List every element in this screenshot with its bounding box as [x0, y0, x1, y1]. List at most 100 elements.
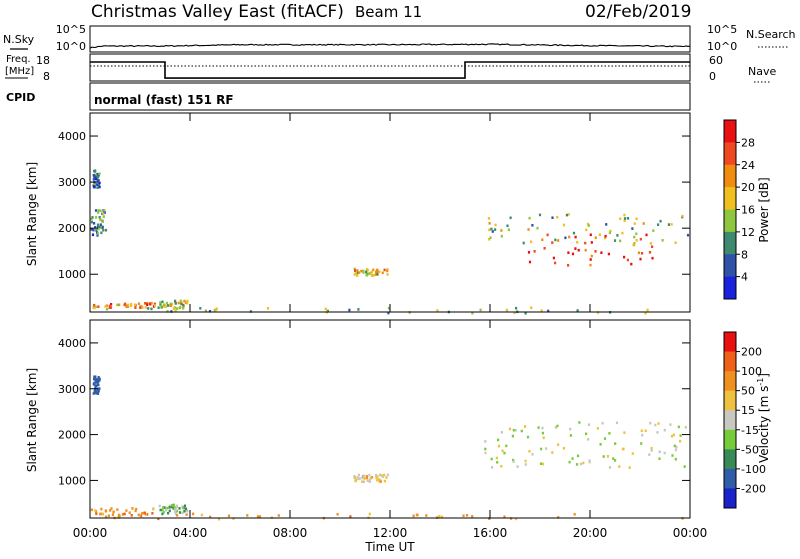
velocity-cell — [135, 507, 138, 511]
velocity-cell — [95, 378, 98, 381]
velocity-cell — [376, 478, 379, 482]
power-cell — [368, 272, 371, 275]
velocity-colorbar-tick: 50 — [741, 385, 755, 398]
power-cell — [324, 307, 327, 311]
power-cell — [487, 217, 490, 220]
velocity-cell — [496, 461, 499, 464]
power-cell — [266, 307, 270, 310]
velocity-cell — [440, 515, 444, 519]
power-colorbar-swatch — [724, 231, 736, 255]
velocity-cell — [95, 391, 98, 395]
velocity-cell — [158, 504, 161, 508]
power-cell — [381, 271, 384, 275]
velocity-cell — [554, 426, 557, 429]
velocity-cell — [650, 449, 653, 452]
power-colorbar-tick: 20 — [741, 181, 755, 194]
power-cell — [556, 215, 559, 219]
velocity-cell — [385, 476, 388, 479]
velocity-cell — [571, 457, 574, 460]
power-cell — [387, 311, 390, 315]
velocity-cell — [137, 513, 140, 517]
velocity-cell — [152, 507, 155, 511]
power-cell — [94, 209, 98, 212]
power-cell — [91, 216, 94, 219]
power-cell — [150, 307, 153, 311]
velocity-cell — [368, 512, 371, 516]
power-cell — [584, 241, 587, 245]
power-cell — [646, 308, 649, 312]
velocity-cell — [484, 447, 487, 451]
power-cell — [594, 250, 597, 253]
power-cell — [93, 303, 96, 307]
velocity-cell — [537, 426, 540, 429]
velocity-cell — [358, 477, 361, 480]
velocity-colorbar-swatch — [724, 410, 736, 431]
velocity-cell — [545, 447, 548, 450]
velocity-cell — [365, 476, 369, 480]
velocity-cell — [608, 432, 611, 435]
velocity-cell — [355, 478, 358, 481]
velocity-colorbar-title: Velocity [m s-1] — [756, 373, 771, 463]
velocity-cell — [183, 510, 186, 513]
velocity-ytick: 3000 — [58, 383, 86, 396]
velocity-colorbar-swatch — [724, 429, 736, 450]
velocity-cell — [578, 421, 581, 424]
velocity-cell — [138, 513, 142, 517]
power-cell — [356, 271, 359, 274]
power-cell — [600, 251, 603, 254]
power-colorbar-tick: 28 — [741, 136, 755, 149]
velocity-cell — [336, 513, 339, 516]
power-cell — [94, 169, 97, 172]
power-cell — [551, 241, 554, 244]
xaxis-tick: 04:00 — [173, 526, 208, 540]
velocity-cell — [514, 517, 518, 521]
xaxis-tick: 20:00 — [573, 526, 608, 540]
power-cell — [98, 225, 101, 229]
velocity-cell — [663, 451, 666, 455]
velocity-cell — [93, 381, 96, 385]
power-cell — [94, 305, 97, 309]
velocity-cell — [670, 434, 674, 438]
power-ytick: 4000 — [58, 130, 86, 143]
power-cell — [536, 226, 539, 230]
power-cell — [99, 209, 102, 213]
power-cell — [94, 177, 98, 181]
power-cell — [635, 239, 638, 242]
velocity-colorbar-tick: -15 — [741, 424, 759, 437]
velocity-cell — [512, 458, 515, 462]
cpid-text: normal (fast) 151 RF — [94, 93, 234, 107]
velocity-cell — [541, 426, 544, 430]
velocity-cell — [500, 431, 503, 434]
power-cell — [101, 220, 104, 223]
velocity-cell — [131, 507, 134, 510]
power-cell — [619, 217, 622, 220]
power-cell — [157, 306, 160, 309]
velocity-cell — [514, 429, 517, 432]
freq-left-units: [MHz] — [5, 66, 34, 77]
power-cell — [153, 302, 156, 306]
power-cell — [530, 306, 533, 310]
velocity-cell — [612, 457, 615, 460]
velocity-cell — [117, 516, 120, 519]
velocity-cell — [462, 514, 465, 518]
freq-trace — [90, 61, 690, 79]
power-cell — [479, 308, 482, 312]
velocity-cell — [96, 391, 99, 395]
velocity-cell — [93, 391, 96, 394]
velocity-cell — [125, 509, 128, 512]
power-cell — [186, 299, 189, 303]
velocity-cell — [588, 460, 591, 464]
power-cell — [515, 306, 518, 310]
velocity-cell — [512, 428, 515, 432]
velocity-cell — [368, 480, 371, 483]
noise-right-label: N.Search — [746, 28, 796, 41]
velocity-colorbar-tick: 15 — [741, 404, 755, 417]
power-cell — [567, 213, 570, 216]
velocity-cell — [349, 515, 352, 518]
power-cell — [652, 229, 655, 232]
power-cell — [147, 307, 150, 310]
velocity-cell — [140, 514, 143, 518]
power-cell — [362, 269, 365, 273]
velocity-yaxis: 4000 3000 2000 1000 — [58, 337, 690, 487]
